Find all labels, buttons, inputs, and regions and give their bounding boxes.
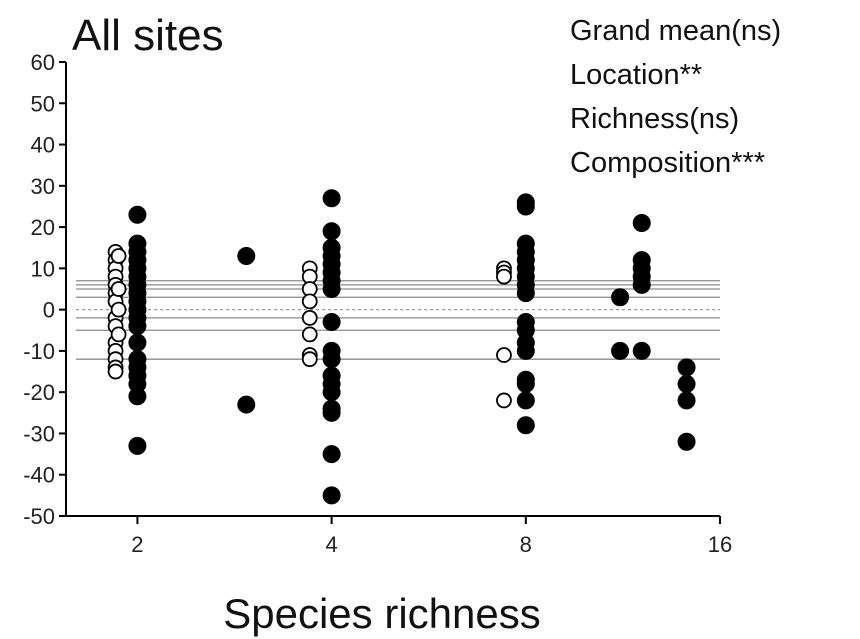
- open-data-point: [110, 301, 127, 318]
- open-data-point: [301, 351, 318, 368]
- filled-data-point: [516, 197, 535, 216]
- filled-data-point: [322, 383, 341, 402]
- axes: [65, 62, 720, 517]
- filled-data-point: [128, 436, 147, 455]
- filled-data-point: [322, 403, 341, 422]
- stat-annotation: Composition***: [570, 147, 765, 179]
- filled-data-point: [516, 391, 535, 410]
- filled-data-point: [322, 486, 341, 505]
- y-axis-ticks: -50 -40 -30 -20 -10 0 10 20 30 40 50 60: [23, 50, 66, 529]
- y-tick-label: -10: [23, 339, 55, 364]
- reference-lines: [76, 280, 720, 360]
- filled-data-point: [322, 222, 341, 241]
- y-tick-label: 60: [31, 50, 55, 75]
- open-data-point: [496, 268, 512, 285]
- filled-data-point: [322, 350, 341, 369]
- filled-data-point: [611, 288, 630, 307]
- open-data-point: [107, 363, 124, 380]
- y-tick-label: 50: [31, 91, 55, 116]
- y-tick-label: 40: [31, 133, 55, 158]
- filled-data-point: [516, 374, 535, 393]
- filled-data-point: [516, 341, 535, 360]
- chart-title: All sites: [72, 11, 224, 60]
- open-data-point: [301, 293, 318, 310]
- y-tick-label: -20: [23, 380, 55, 405]
- y-tick-label: 10: [31, 256, 55, 281]
- open-data-point: [301, 309, 318, 326]
- filled-data-point: [128, 317, 147, 336]
- filled-data-point: [632, 341, 651, 360]
- y-tick-label: -50: [23, 504, 55, 529]
- open-data-point: [496, 347, 512, 363]
- filled-data-point: [677, 374, 696, 393]
- filled-data-point: [322, 445, 341, 464]
- y-tick-label: 30: [31, 174, 55, 199]
- filled-data-point: [237, 395, 256, 414]
- open-data-point: [301, 326, 318, 343]
- x-tick-label: 16: [708, 532, 732, 557]
- data-points: [107, 189, 696, 505]
- filled-data-point: [128, 387, 147, 406]
- open-data-point: [110, 248, 127, 264]
- statistics-annotations: Grand mean(ns) Location** Richness(ns) Comp…: [570, 15, 781, 179]
- filled-data-point: [632, 213, 651, 232]
- filled-data-point: [677, 391, 696, 410]
- y-tick-label: 20: [31, 215, 55, 240]
- y-tick-label: 0: [43, 298, 55, 323]
- x-tick-label: 4: [325, 532, 337, 557]
- filled-data-point: [322, 313, 341, 332]
- filled-data-point: [237, 246, 256, 265]
- stat-annotation: Grand mean(ns): [570, 15, 781, 47]
- filled-data-point: [516, 416, 535, 435]
- filled-data-point: [677, 358, 696, 377]
- filled-data-point: [516, 284, 535, 303]
- filled-data-point: [322, 189, 341, 208]
- filled-data-point: [677, 432, 696, 451]
- filled-data-point: [632, 275, 651, 294]
- y-tick-label: -30: [23, 421, 55, 446]
- x-axis-title: Species richness: [223, 590, 540, 637]
- open-data-point: [496, 392, 512, 409]
- filled-data-point: [128, 205, 147, 224]
- x-axis-ticks: 2 4 8 16: [131, 516, 732, 557]
- filled-data-point: [611, 341, 630, 360]
- filled-data-point: [128, 333, 147, 352]
- stat-annotation: Richness(ns): [570, 103, 739, 135]
- x-tick-label: 8: [520, 532, 532, 557]
- x-tick-label: 2: [131, 532, 143, 557]
- y-tick-label: -40: [23, 463, 55, 488]
- open-data-point: [110, 326, 127, 343]
- stat-annotation: Location**: [570, 59, 702, 91]
- filled-data-point: [322, 280, 341, 298]
- open-data-point: [110, 281, 127, 297]
